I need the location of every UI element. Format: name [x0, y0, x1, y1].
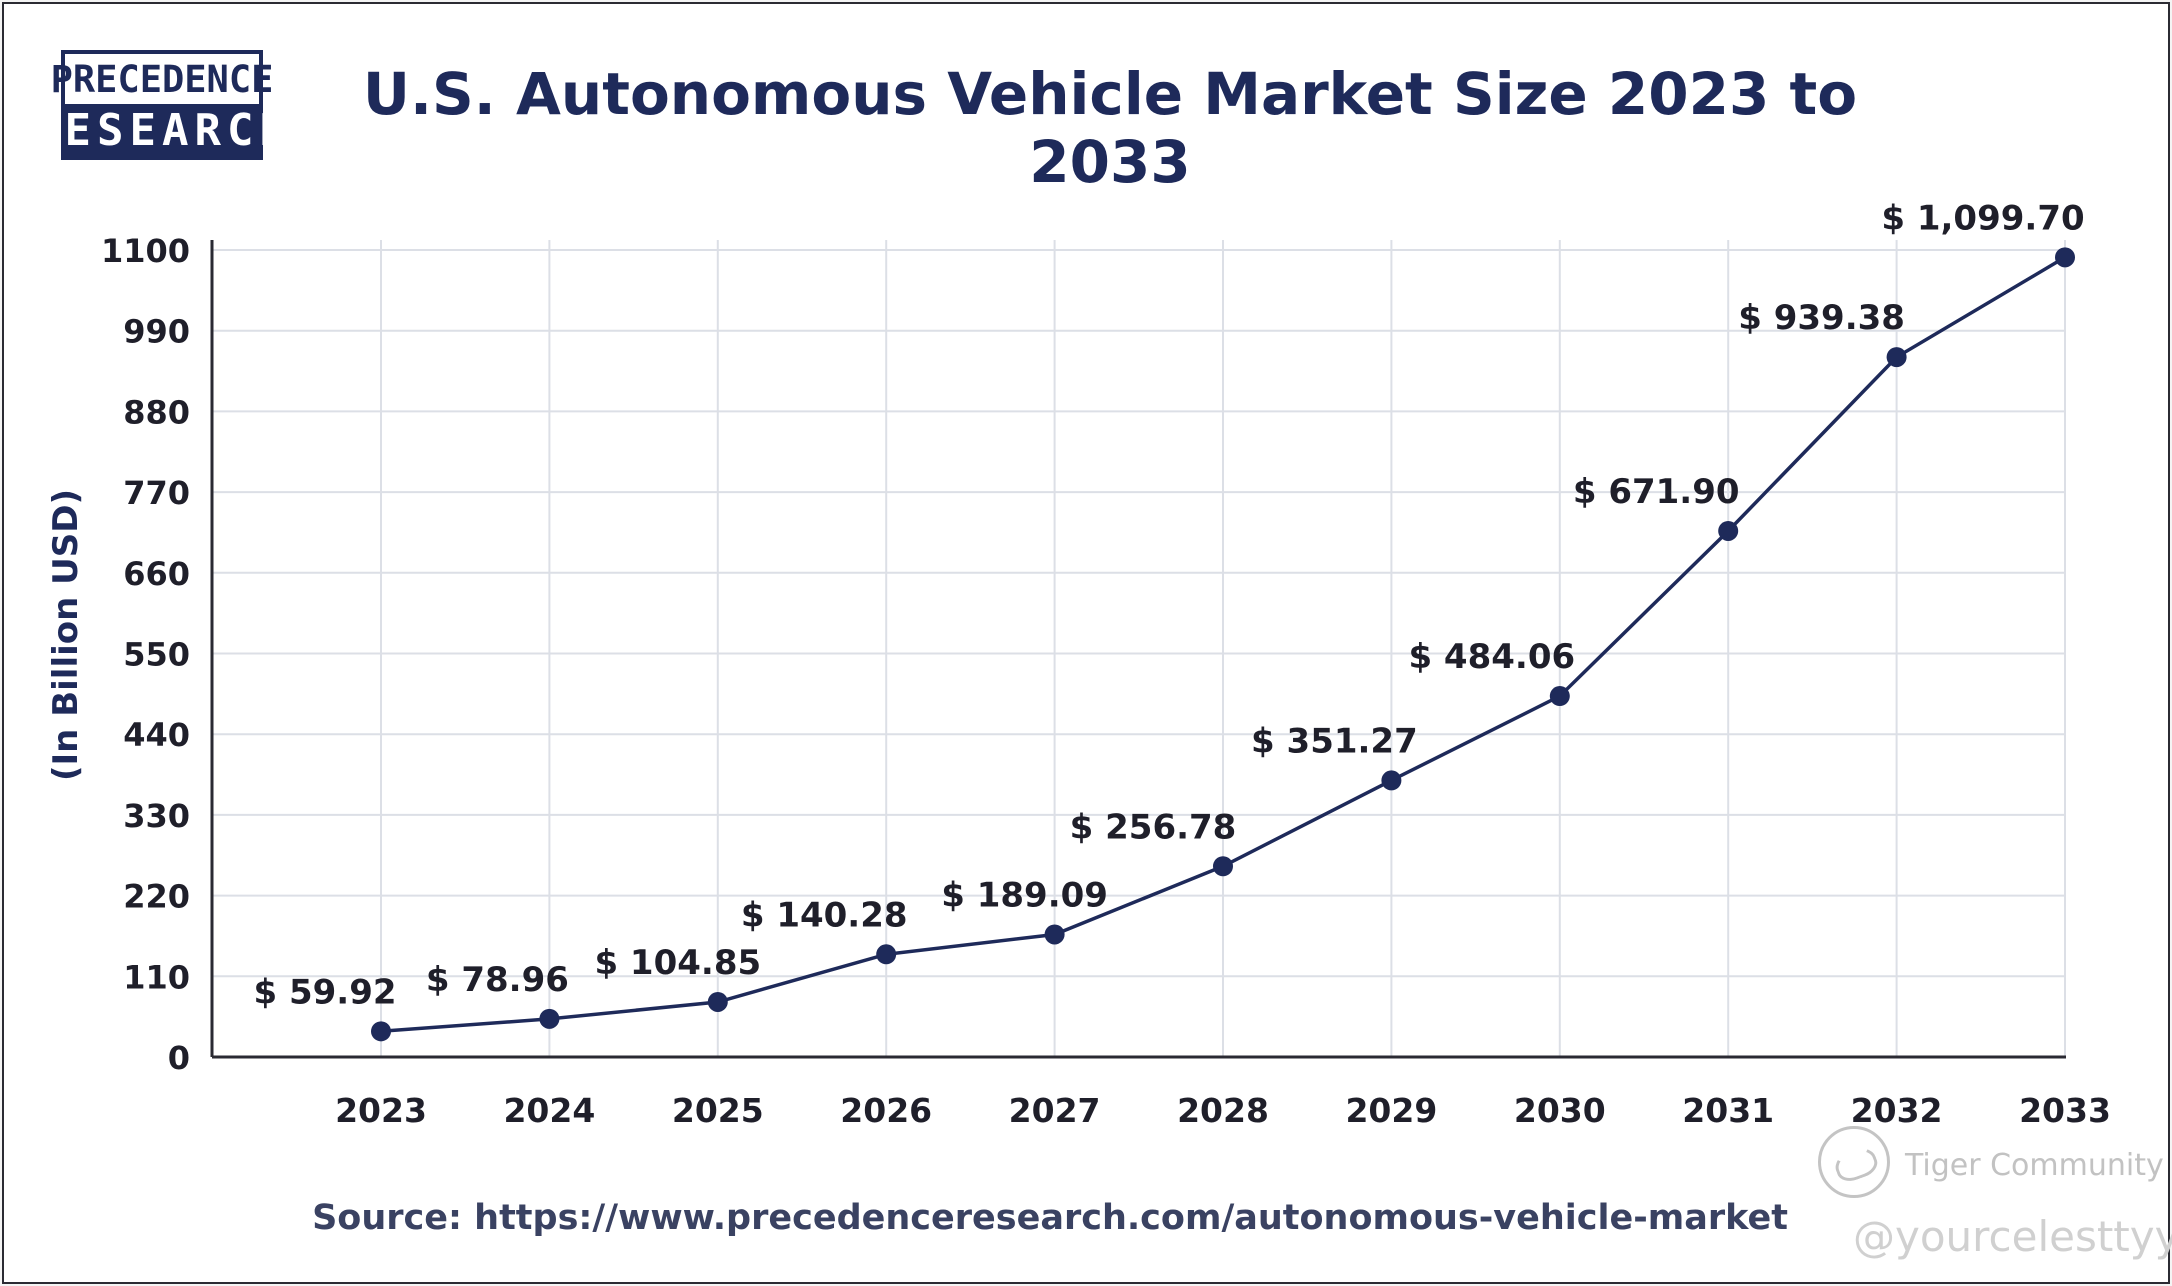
x-tick-label: 2024 — [503, 1091, 595, 1130]
watermark-community: Tiger Community — [1905, 1148, 2164, 1183]
data-point — [1044, 924, 1065, 945]
data-label: $ 140.28 — [741, 895, 908, 935]
data-label: $ 939.38 — [1738, 298, 1905, 338]
watermark-handle: @yourcelesttyy — [1853, 1212, 2172, 1261]
x-tick-label: 2030 — [1514, 1091, 1606, 1130]
data-point — [371, 1021, 391, 1042]
data-point — [2055, 247, 2075, 268]
precedence-research-logo: PRECEDENCE RESEARCH — [32, 50, 292, 160]
data-label: $ 256.78 — [1070, 807, 1237, 847]
y-tick-label: 990 — [123, 313, 190, 351]
data-label: $ 78.96 — [426, 960, 569, 1000]
y-tick-label: 0 — [168, 1039, 190, 1077]
x-tick-label: 2026 — [840, 1091, 932, 1130]
x-tick-label: 2032 — [1851, 1091, 1943, 1130]
data-point — [1718, 520, 1739, 541]
data-point — [707, 991, 728, 1012]
y-tick-label: 440 — [123, 716, 190, 754]
data-point — [539, 1008, 560, 1029]
logo-bottom-text: RESEARCH — [32, 104, 292, 156]
data-point — [1213, 856, 1233, 877]
y-tick-label: 660 — [123, 555, 190, 593]
data-label: $ 104.85 — [594, 943, 761, 983]
data-point — [1549, 686, 1570, 707]
x-tick-label: 2033 — [2019, 1091, 2111, 1130]
data-label: $ 1,099.70 — [1881, 198, 2084, 238]
data-label: $ 189.09 — [941, 875, 1108, 915]
data-point — [876, 944, 897, 965]
x-tick-label: 2031 — [1682, 1091, 1774, 1130]
y-axis-label: (In Billion USD) — [46, 489, 86, 781]
y-tick-label: 770 — [123, 474, 190, 512]
source-note: Source: https://www.precedenceresearch.c… — [312, 1198, 1788, 1238]
x-tick-label: 2028 — [1177, 1091, 1269, 1130]
data-label: $ 351.27 — [1251, 721, 1418, 761]
data-point — [1886, 347, 1907, 368]
x-tick-label: 2029 — [1345, 1091, 1437, 1130]
y-tick-label: 1100 — [101, 232, 190, 270]
y-tick-label: 550 — [123, 636, 190, 674]
data-label: $ 484.06 — [1408, 637, 1575, 677]
data-label: $ 59.92 — [253, 972, 396, 1012]
data-point — [1381, 770, 1402, 791]
logo-top-text: PRECEDENCE — [50, 58, 274, 101]
y-tick-label: 220 — [123, 878, 190, 916]
y-tick-label: 110 — [123, 958, 190, 996]
data-label: $ 671.90 — [1573, 472, 1740, 512]
tiger-logo-icon — [1818, 1126, 1890, 1198]
y-tick-label: 880 — [123, 393, 190, 431]
x-tick-label: 2027 — [1009, 1091, 1101, 1130]
x-tick-label: 2025 — [672, 1091, 764, 1130]
chart-title: U.S. Autonomous Vehicle Market Size 2023… — [362, 60, 1858, 196]
y-tick-label: 330 — [123, 797, 190, 835]
x-tick-label: 2023 — [335, 1091, 427, 1130]
